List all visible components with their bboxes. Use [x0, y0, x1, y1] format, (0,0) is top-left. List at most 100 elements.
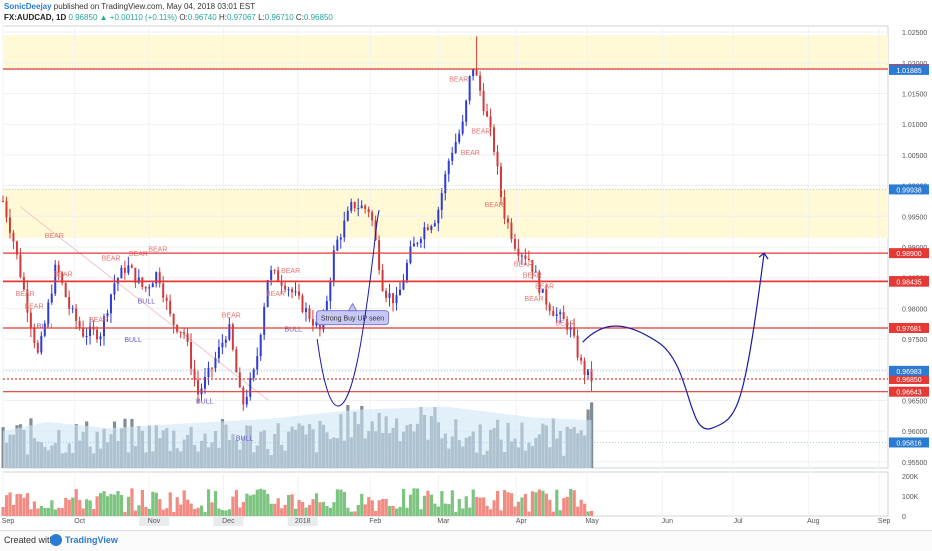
volume-histogram-bar	[356, 504, 360, 516]
volume-histogram-bar	[95, 496, 99, 516]
volume-histogram-bar	[158, 499, 162, 516]
volume-histogram-bar	[224, 510, 228, 516]
candle-body	[64, 283, 67, 298]
price-change: +0.00110 (+0.11%)	[109, 13, 178, 22]
volume-histogram-bar	[290, 494, 294, 516]
candle-body	[444, 174, 447, 194]
candle-body	[12, 232, 15, 242]
bull-label: BULL	[285, 327, 303, 334]
supply-zone-0	[4, 35, 888, 69]
candle-body	[437, 209, 440, 224]
candle-body	[472, 69, 475, 77]
bull-label: BULL	[196, 399, 214, 406]
x-tick-label: Sep	[2, 518, 15, 525]
projection-path	[582, 253, 765, 430]
volume-histogram-bar	[140, 489, 144, 516]
candle-body	[346, 210, 349, 221]
candle-body	[193, 368, 196, 380]
volume-histogram-bar	[353, 511, 357, 516]
candle-body	[134, 267, 137, 283]
volume-histogram-bar	[112, 494, 117, 516]
candle-body	[461, 121, 464, 134]
candle-body	[280, 281, 283, 286]
volume-histogram-bar	[339, 489, 343, 516]
tradingview-brand[interactable]: TradingView	[65, 535, 118, 545]
volume-histogram-bar	[513, 506, 517, 516]
volume-histogram-bar	[401, 488, 406, 516]
tradingview-logo-icon[interactable]	[50, 534, 62, 546]
volume-histogram-bar	[492, 500, 496, 516]
bull-label: BULL	[138, 298, 156, 305]
candle-body	[165, 297, 168, 301]
volume-histogram-bar	[137, 505, 141, 516]
close-label: C:	[295, 13, 304, 22]
ref-price-tag	[889, 64, 929, 75]
candle-body	[5, 201, 8, 218]
candle-body	[440, 193, 443, 210]
bear-label: BEAR	[555, 321, 574, 328]
x-tick-bg	[287, 516, 318, 526]
candle-body	[304, 308, 307, 313]
price-chart[interactable]: 1.025001.020001.015001.010001.005001.000…	[0, 0, 932, 530]
volume-histogram-bar	[273, 503, 277, 516]
candle-body	[242, 387, 245, 405]
sketch-curve	[316, 210, 380, 407]
volume-histogram-bar	[527, 511, 531, 516]
volume-histogram-bar	[168, 492, 172, 516]
volume-histogram-bar	[468, 507, 472, 516]
volume-histogram-bar	[440, 491, 444, 516]
candle-body	[587, 369, 590, 376]
volume-histogram-bar	[548, 499, 552, 516]
volume-histogram-bar	[287, 494, 291, 516]
volume-histogram-bar	[238, 507, 242, 516]
author-link[interactable]: SonicDeejay	[4, 2, 52, 11]
volume-histogram-bar	[506, 492, 510, 516]
annotation-pointer	[347, 302, 358, 312]
candle-body	[78, 320, 81, 328]
volume-histogram-bar	[590, 510, 594, 516]
x-tick-label: Sep	[878, 518, 891, 525]
volume-histogram-bar	[450, 490, 454, 516]
volume-histogram-bar	[276, 498, 280, 516]
bear-label: BEAR	[129, 251, 148, 258]
candle-body	[294, 291, 297, 293]
candle-body	[367, 208, 370, 213]
volume-histogram-bar	[395, 508, 399, 516]
volume-histogram-bar	[105, 496, 110, 516]
volume-histogram-bar	[297, 499, 301, 516]
candle-body	[298, 291, 301, 296]
volume-histogram-bar	[534, 492, 538, 516]
candle-body	[364, 205, 367, 209]
volume-histogram-bar	[541, 490, 545, 516]
volume-histogram-bar	[388, 506, 392, 516]
volume-histogram-bar	[370, 500, 374, 516]
volume-histogram-bar	[220, 510, 225, 516]
volume-histogram-bar	[384, 498, 388, 516]
volume-histogram-bar	[32, 501, 37, 516]
price-level-label: 0.98900	[896, 251, 921, 258]
volume-histogram-bar	[210, 502, 214, 516]
candle-body	[555, 314, 558, 316]
volume-histogram-bar	[88, 500, 92, 516]
volume-histogram-bar	[22, 497, 26, 516]
volume-histogram-bar	[579, 499, 583, 516]
volume-histogram-bar	[325, 505, 329, 516]
volume-histogram-bar	[457, 498, 461, 516]
volume-histogram-bar	[234, 489, 239, 516]
ref-price-tag	[889, 365, 929, 376]
symbol-line: FX:AUDCAD, 1D 0.96850 ▲ +0.00110 (+0.11%…	[4, 13, 333, 22]
candle-body	[566, 319, 569, 330]
candle-body	[47, 302, 50, 324]
volume-histogram-bar	[245, 493, 249, 516]
volume-histogram-bar	[172, 511, 176, 516]
candle-body	[68, 297, 71, 309]
bear-label: BEAR	[222, 313, 241, 320]
volume-histogram-bar	[74, 489, 78, 516]
candle-body	[235, 349, 238, 373]
low-value: 0.96710	[264, 13, 294, 22]
x-tick-bg	[139, 516, 170, 526]
volume-histogram-bar	[496, 490, 500, 516]
candle-body	[405, 263, 408, 281]
candle-body	[169, 300, 172, 315]
volume-tick-label: 100K	[902, 494, 919, 501]
